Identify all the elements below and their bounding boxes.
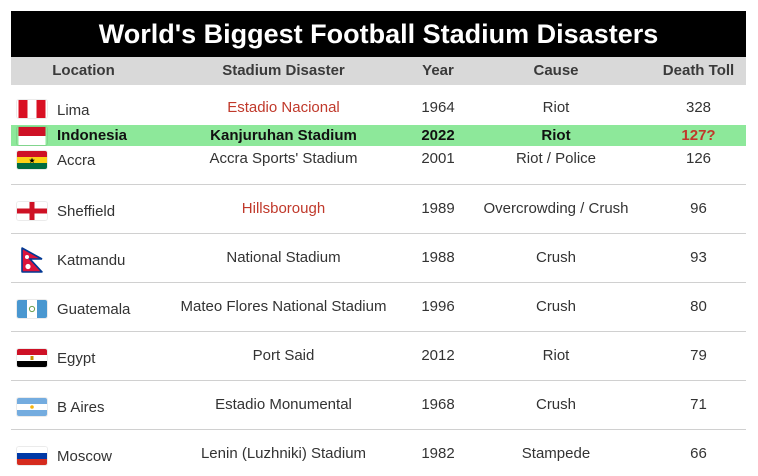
guatemala-flag-icon [17, 300, 47, 318]
indonesia-flag-icon [17, 127, 47, 145]
disasters-table: World's Biggest Football Stadium Disaste… [11, 11, 746, 476]
location-cell: B Aires [57, 399, 105, 416]
england-flag-icon [17, 202, 47, 220]
year-cell: 2001 [421, 150, 455, 167]
cause-cell: Crush [535, 249, 576, 266]
death-toll-cell: 93 [690, 249, 707, 266]
egypt-flag-icon [17, 349, 47, 367]
year-cell: 1982 [421, 445, 455, 462]
death-toll-cell: 127? [681, 127, 716, 144]
death-toll-cell: 96 [690, 200, 707, 217]
death-toll-cell: 126 [685, 150, 712, 167]
table-row: B Aires Estadio Monumental 1968 Crush 71 [11, 380, 746, 430]
disaster-cell: Lenin (Luzhniki) Stadium [200, 445, 367, 462]
russia-flag-icon [17, 447, 47, 465]
ghana-flag-icon [17, 151, 47, 169]
death-toll-cell: 80 [690, 298, 707, 315]
disaster-cell: Mateo Flores National Stadium [180, 298, 387, 315]
table-row: Moscow Lenin (Luzhniki) Stadium 1982 Sta… [11, 429, 746, 476]
nepal-flag-icon [21, 247, 43, 273]
disaster-cell: Kanjuruhan Stadium [210, 127, 357, 144]
table-row: Accra Accra Sports' Stadium 2001 Riot / … [11, 146, 746, 184]
cause-cell: Riot [542, 99, 570, 116]
location-cell: Moscow [57, 448, 113, 465]
disaster-cell: National Stadium [226, 249, 341, 266]
table-row: Egypt Port Said 2012 Riot 79 [11, 331, 746, 381]
year-cell: 2012 [421, 347, 455, 364]
header-disaster: Stadium Disaster [222, 62, 345, 79]
cause-cell: Crush [535, 298, 576, 315]
header-year: Year [422, 62, 454, 79]
year-cell: 1988 [421, 249, 455, 266]
location-cell: Guatemala [57, 301, 131, 318]
table-header: Location Stadium Disaster Year Cause Dea… [11, 57, 746, 85]
cause-cell: Riot / Police [515, 150, 597, 167]
table-title: World's Biggest Football Stadium Disaste… [11, 11, 746, 57]
table-row-highlighted: Indonesia Kanjuruhan Stadium 2022 Riot 1… [11, 125, 746, 146]
header-cause: Cause [533, 62, 579, 79]
death-toll-cell: 71 [690, 396, 707, 413]
death-toll-cell: 66 [690, 445, 707, 462]
year-cell: 1968 [421, 396, 455, 413]
death-toll-cell: 79 [690, 347, 707, 364]
cause-cell: Riot [541, 127, 571, 144]
year-cell: 1964 [421, 99, 455, 116]
disaster-cell: Port Said [252, 347, 315, 364]
year-cell: 2022 [421, 127, 455, 144]
disaster-link[interactable]: Estadio Nacional [227, 99, 340, 116]
cause-cell: Crush [535, 396, 576, 413]
disaster-link[interactable]: Hillsborough [241, 200, 326, 217]
header-death-toll: Death Toll [662, 62, 735, 79]
disaster-cell: Estadio Monumental [215, 396, 352, 413]
location-cell: Lima [57, 102, 90, 119]
cause-cell: Riot [542, 347, 570, 364]
peru-flag-icon [17, 100, 47, 118]
location-cell: Katmandu [57, 252, 126, 269]
year-cell: 1996 [421, 298, 455, 315]
table-row: Sheffield Hillsborough 1989 Overcrowding… [11, 184, 746, 234]
disaster-cell: Accra Sports' Stadium [209, 150, 358, 167]
argentina-flag-icon [17, 398, 47, 416]
table-row: Guatemala Mateo Flores National Stadium … [11, 282, 746, 332]
table-row: Lima Estadio Nacional 1964 Riot 328 [11, 85, 746, 123]
year-cell: 1989 [421, 200, 455, 217]
location-cell: Accra [57, 152, 96, 169]
location-cell: Indonesia [57, 127, 128, 144]
table-row: Katmandu National Stadium 1988 Crush 93 [11, 233, 746, 283]
cause-cell: Stampede [521, 445, 591, 462]
location-cell: Egypt [57, 350, 96, 367]
header-location: Location [52, 62, 115, 79]
location-cell: Sheffield [57, 203, 116, 220]
cause-cell: Overcrowding / Crush [483, 200, 629, 217]
death-toll-cell: 328 [685, 99, 712, 116]
